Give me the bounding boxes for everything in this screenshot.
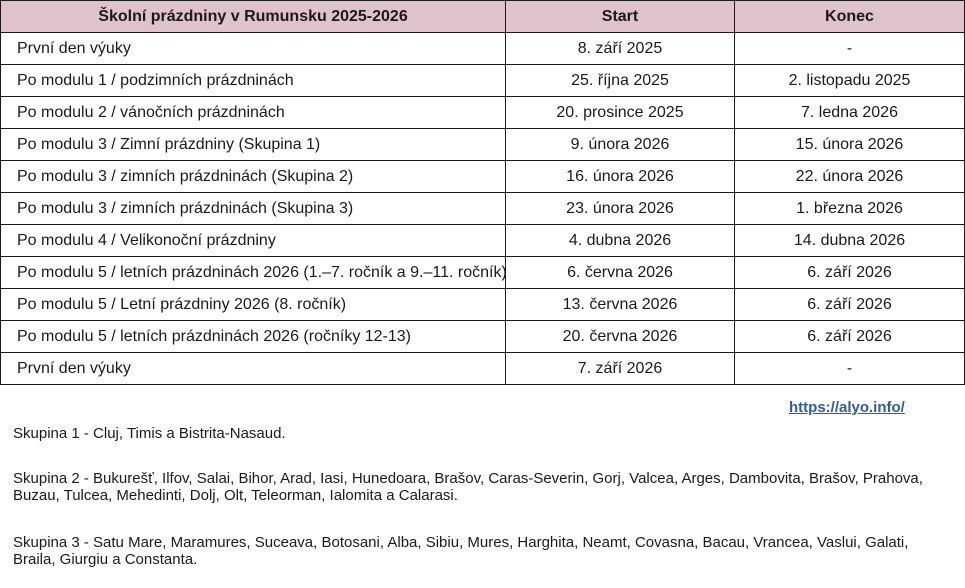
row-start: 16. února 2026: [505, 160, 735, 193]
table-row: Po modulu 3 / Zimní prázdniny (Skupina 1…: [0, 128, 965, 161]
row-name: Po modulu 4 / Velikonoční prázdniny: [0, 224, 506, 257]
header-end: Konec: [734, 0, 965, 33]
row-name: Po modulu 5 / letních prázdninách 2026 (…: [0, 320, 506, 353]
row-start: 20. června 2026: [505, 320, 735, 353]
table-row: Po modulu 4 / Velikonoční prázdniny 4. du…: [0, 224, 965, 257]
header-title: Školní prázdniny v Rumunsku 2025-2026: [0, 0, 506, 33]
row-name: Po modulu 3 / zimních prázdninách (Skupi…: [0, 160, 506, 193]
row-name: Po modulu 3 / zimních prázdninách (Skupi…: [0, 192, 506, 225]
row-end: -: [734, 32, 965, 65]
row-start: 8. září 2025: [505, 32, 735, 65]
row-start: 23. února 2026: [505, 192, 735, 225]
row-end: -: [734, 352, 965, 385]
row-end: 22. února 2026: [734, 160, 965, 193]
table-row: První den výuky 7. září 2026-: [0, 352, 965, 385]
row-start: 9. února 2026: [505, 128, 735, 161]
row-start: 25. října 2025: [505, 64, 735, 97]
group-1-note: Skupina 1 - Cluj, Timis a Bistrita-Nasau…: [13, 425, 286, 442]
table-row: Po modulu 2 / vánočních prázdninách 20. p…: [0, 96, 965, 129]
row-name: Po modulu 3 / Zimní prázdniny (Skupina 1…: [0, 128, 506, 161]
group-2-note: Skupina 2 - Bukurešť, Ilfov, Salai, Biho…: [13, 470, 923, 504]
row-end: 6. září 2026: [734, 288, 965, 321]
row-name: První den výuky: [0, 32, 506, 65]
table-row: Po modulu 1 / podzimních prázdninách 25. …: [0, 64, 965, 97]
row-start: 7. září 2026: [505, 352, 735, 385]
row-end: 7. ledna 2026: [734, 96, 965, 129]
group-3-note: Skupina 3 - Satu Mare, Maramures, Suceav…: [13, 534, 909, 568]
table-row: Po modulu 5 / letních prázdninách 2026 (…: [0, 320, 965, 353]
row-start: 4. dubna 2026: [505, 224, 735, 257]
source-link[interactable]: https://alyo.info/: [789, 399, 905, 416]
header-start: Start: [505, 0, 735, 33]
row-name: Po modulu 5 / letních prázdninách 2026 (…: [0, 256, 507, 289]
row-end: 6. září 2026: [734, 320, 965, 353]
holidays-table: Školní prázdniny v Rumunsku 2025-2026 St…: [0, 0, 965, 385]
row-end: 6. září 2026: [734, 256, 965, 289]
table-header-row: Školní prázdniny v Rumunsku 2025-2026 St…: [0, 0, 965, 33]
row-end: 2. listopadu 2025: [734, 64, 965, 97]
row-end: 1. března 2026: [734, 192, 965, 225]
row-end: 15. února 2026: [734, 128, 965, 161]
row-end: 14. dubna 2026: [734, 224, 965, 257]
row-name: První den výuky: [0, 352, 506, 385]
table-row: Po modulu 3 / zimních prázdninách (Skupi…: [0, 192, 965, 225]
table-row: Po modulu 5 / letních prázdninách 2026 (…: [0, 256, 965, 289]
row-name: Po modulu 2 / vánočních prázdninách: [0, 96, 506, 129]
row-name: Po modulu 1 / podzimních prázdninách: [0, 64, 506, 97]
table-row: První den výuky 8. září 2025-: [0, 32, 965, 65]
table-row: Po modulu 3 / zimních prázdninách (Skupi…: [0, 160, 965, 193]
row-name: Po modulu 5 / Letní prázdniny 2026 (8. r…: [0, 288, 506, 321]
row-start: 6. června 2026: [505, 256, 735, 289]
row-start: 13. června 2026: [505, 288, 735, 321]
table-row: Po modulu 5 / Letní prázdniny 2026 (8. r…: [0, 288, 965, 321]
row-start: 20. prosince 2025: [505, 96, 735, 129]
